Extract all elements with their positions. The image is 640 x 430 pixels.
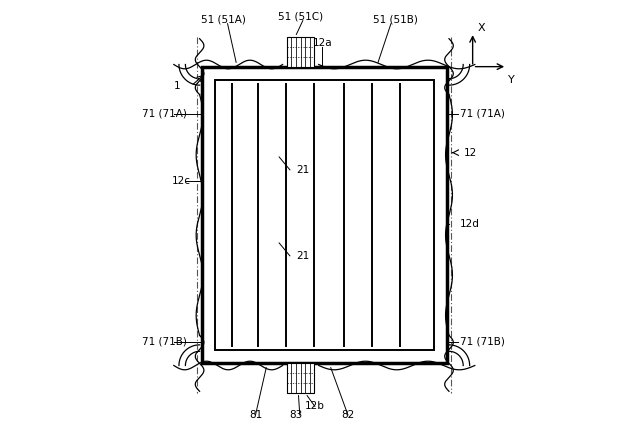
Text: 81: 81	[249, 410, 262, 420]
Text: 1: 1	[173, 81, 180, 91]
Text: 12: 12	[464, 147, 477, 158]
Text: 21: 21	[296, 165, 310, 175]
Bar	[202, 67, 447, 363]
Text: 12b: 12b	[305, 401, 324, 412]
Text: Y: Y	[508, 74, 515, 85]
Text: 83: 83	[289, 410, 302, 420]
Text: 51 (51C): 51 (51C)	[278, 11, 323, 22]
Text: 51 (51A): 51 (51A)	[201, 14, 246, 25]
Text: 71 (71A): 71 (71A)	[141, 109, 186, 119]
Text: 71 (71B): 71 (71B)	[141, 337, 186, 347]
Text: 71 (71A): 71 (71A)	[460, 109, 504, 119]
Bar	[214, 80, 434, 350]
Bar	[287, 363, 314, 393]
Text: 12c: 12c	[172, 175, 191, 186]
Text: 82: 82	[341, 410, 355, 420]
Text: X: X	[477, 23, 485, 33]
Text: 12a: 12a	[312, 38, 332, 48]
Text: 51 (51B): 51 (51B)	[373, 14, 418, 25]
Text: 21: 21	[296, 251, 310, 261]
Text: 71 (71B): 71 (71B)	[460, 337, 504, 347]
Bar	[287, 37, 314, 67]
Text: 12d: 12d	[460, 218, 479, 229]
